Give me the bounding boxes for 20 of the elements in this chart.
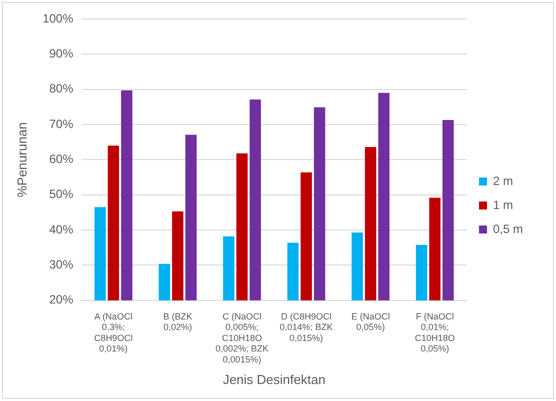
y-tick-label: 80% xyxy=(49,82,74,96)
legend-label: 0,5 m xyxy=(492,222,524,236)
x-tick-label: F (NaOCl 0,01%; C10H18O 0,05%) xyxy=(414,311,455,354)
y-tick-label: 50% xyxy=(49,187,74,202)
y-tick-label: 90% xyxy=(49,46,74,60)
y-tick-label: 60% xyxy=(49,152,74,166)
y-tick-label: 40% xyxy=(49,222,74,236)
legend-label: 2 m xyxy=(492,174,514,188)
x-tick-label: A (NaOCl 0,3%; C8H9OCl 0,01%) xyxy=(94,311,133,354)
x-tick-label: C (NaOCl 0,005%; C10H18O 0,002%; BZK 0,0015%) xyxy=(215,311,269,364)
y-tick-label: 30% xyxy=(49,258,74,272)
x-tick-label: D (C8H9OCl 0,014%; BZK 0,015%) xyxy=(280,311,333,343)
y-axis-title: %Penurunan xyxy=(14,122,30,198)
x-axis-title: Jenis Desinfektan xyxy=(222,372,326,387)
y-tick-label: 20% xyxy=(49,292,74,307)
x-tick-label: E (NaOCl 0,05%) xyxy=(351,311,390,332)
x-tick-label: B (BZK 0,02%) xyxy=(163,311,192,332)
y-tick-label: 70% xyxy=(49,116,74,131)
y-tick-label: 100% xyxy=(42,11,74,26)
legend-label: 1 m xyxy=(492,198,514,212)
